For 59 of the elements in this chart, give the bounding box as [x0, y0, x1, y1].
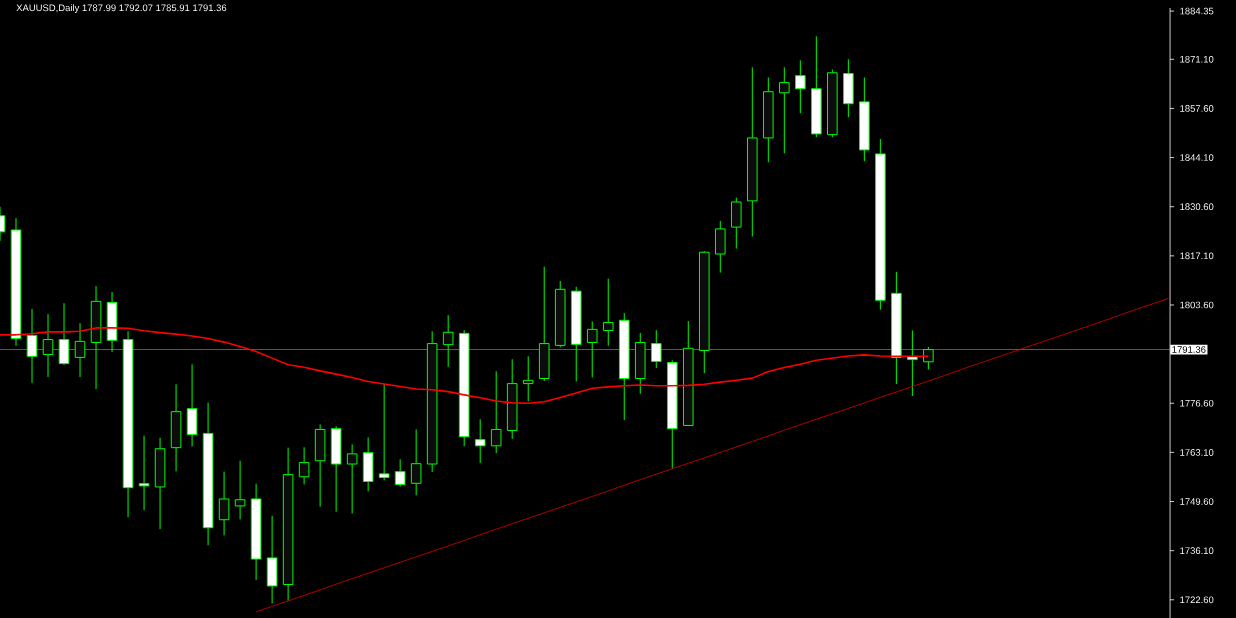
candlestick: [779, 66, 790, 154]
candlestick: [698, 251, 710, 374]
candlestick: [763, 76, 774, 163]
candlestick: [122, 330, 134, 518]
y-tick-label: 1776.60: [1180, 399, 1214, 407]
candlestick: [795, 59, 806, 114]
candlestick: [186, 363, 198, 447]
candlestick: [859, 76, 870, 162]
candlestick: [138, 434, 150, 511]
y-tick-label: 1817.10: [1180, 252, 1214, 260]
candlestick: [90, 285, 102, 390]
candlestick: [42, 313, 54, 378]
candlestick: [154, 437, 166, 530]
y-tick-label: 1871.10: [1180, 55, 1214, 63]
y-tick-label: 1749.60: [1180, 497, 1214, 505]
candlestick: [522, 355, 534, 402]
y-tick-label: 1803.60: [1180, 301, 1214, 309]
candlestick: [298, 446, 310, 485]
candlestick: [330, 425, 342, 513]
candlestick: [218, 470, 230, 536]
candlestick: [506, 358, 518, 440]
candlestick: [10, 217, 22, 347]
candlestick: [250, 483, 262, 581]
candlestick: [170, 383, 182, 472]
chart-title: XAUUSD,Daily 1787.99 1792.07 1785.91 1791.36: [16, 4, 227, 13]
y-tick-label: 1830.60: [1180, 203, 1214, 210]
candlestick: [458, 329, 470, 447]
candlestick: [234, 460, 246, 520]
candlestick: [26, 308, 38, 384]
candlestick: [58, 302, 70, 364]
candlestick: [570, 286, 582, 382]
y-tick-label: 1722.60: [1180, 596, 1214, 603]
y-tick-label: 1884.35: [1180, 7, 1214, 15]
candlestick: [74, 322, 86, 378]
candlestick: [346, 443, 358, 514]
candlestick: [202, 401, 214, 546]
candlestick: [106, 291, 118, 353]
candlestick: [266, 515, 278, 604]
candlestick: [362, 436, 374, 492]
candlestick: [666, 359, 678, 469]
ref-line-label: 1791.36: [1172, 345, 1206, 353]
candlestick: [618, 312, 630, 421]
y-tick-label: 1736.10: [1180, 547, 1214, 554]
y-tick-label: 1857.60: [1180, 104, 1214, 112]
candlestick: [891, 271, 902, 385]
candlestick: [843, 58, 854, 118]
candlestick: [442, 314, 454, 368]
y-tick-label: 1844.10: [1180, 154, 1214, 161]
candlestick: [490, 370, 502, 454]
candlestick: [314, 423, 326, 507]
candlestick: [746, 66, 758, 237]
candlestick: [586, 320, 598, 378]
candlestick: [282, 446, 294, 601]
candlestick: [410, 428, 422, 496]
candlestick: [394, 458, 406, 487]
candlestick: [474, 418, 486, 464]
candlestick: [875, 138, 886, 311]
y-tick-label: 1763.10: [1180, 448, 1214, 456]
candlestick: [602, 278, 614, 347]
